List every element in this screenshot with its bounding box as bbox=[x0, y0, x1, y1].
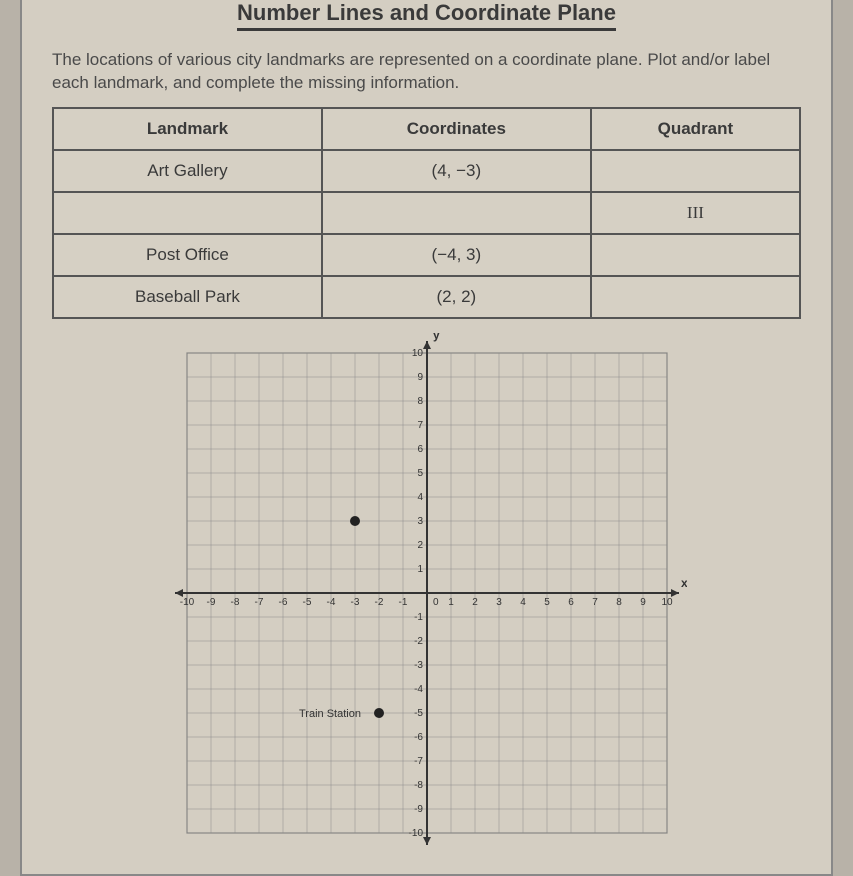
graph-container: -10-9-8-7-6-5-4-3-2-112345678910-10-9-8-… bbox=[52, 333, 801, 853]
cell-coordinates: (−4, 3) bbox=[322, 234, 591, 276]
table-row: III bbox=[53, 192, 800, 234]
svg-text:7: 7 bbox=[592, 597, 598, 608]
cell-quadrant[interactable] bbox=[591, 276, 800, 318]
cell-coordinates: (4, −3) bbox=[322, 150, 591, 192]
svg-text:4: 4 bbox=[417, 492, 423, 503]
svg-text:9: 9 bbox=[640, 597, 646, 608]
col-header-landmark: Landmark bbox=[53, 108, 322, 150]
svg-text:4: 4 bbox=[520, 597, 526, 608]
cell-coordinates: (2, 2) bbox=[322, 276, 591, 318]
svg-text:-10: -10 bbox=[179, 597, 194, 608]
table-header-row: Landmark Coordinates Quadrant bbox=[53, 108, 800, 150]
cell-quadrant[interactable] bbox=[591, 234, 800, 276]
svg-text:0: 0 bbox=[433, 597, 439, 608]
table-row: Post Office (−4, 3) bbox=[53, 234, 800, 276]
svg-text:3: 3 bbox=[496, 597, 502, 608]
svg-text:-5: -5 bbox=[414, 708, 423, 719]
cell-coordinates[interactable] bbox=[322, 192, 591, 234]
cell-landmark: Baseball Park bbox=[53, 276, 322, 318]
svg-text:-3: -3 bbox=[414, 660, 423, 671]
svg-text:-1: -1 bbox=[398, 597, 407, 608]
cell-landmark: Post Office bbox=[53, 234, 322, 276]
svg-text:-5: -5 bbox=[302, 597, 311, 608]
svg-text:-4: -4 bbox=[414, 684, 423, 695]
svg-text:5: 5 bbox=[544, 597, 550, 608]
svg-text:5: 5 bbox=[417, 468, 423, 479]
svg-text:7: 7 bbox=[417, 420, 423, 431]
svg-text:10: 10 bbox=[661, 597, 673, 608]
svg-text:y: y bbox=[433, 333, 440, 342]
worksheet-page: Number Lines and Coordinate Plane The lo… bbox=[20, 0, 833, 876]
svg-text:-8: -8 bbox=[414, 780, 423, 791]
landmarks-table: Landmark Coordinates Quadrant Art Galler… bbox=[52, 107, 801, 319]
svg-text:-4: -4 bbox=[326, 597, 335, 608]
svg-text:-9: -9 bbox=[206, 597, 215, 608]
coordinate-plane: -10-9-8-7-6-5-4-3-2-112345678910-10-9-8-… bbox=[167, 333, 687, 853]
svg-text:-6: -6 bbox=[278, 597, 287, 608]
cell-landmark[interactable] bbox=[53, 192, 322, 234]
table-row: Baseball Park (2, 2) bbox=[53, 276, 800, 318]
svg-text:1: 1 bbox=[448, 597, 454, 608]
svg-text:3: 3 bbox=[417, 516, 423, 527]
svg-text:1: 1 bbox=[417, 564, 423, 575]
cell-quadrant[interactable] bbox=[591, 150, 800, 192]
svg-text:-6: -6 bbox=[414, 732, 423, 743]
svg-text:-1: -1 bbox=[414, 612, 423, 623]
svg-text:-8: -8 bbox=[230, 597, 239, 608]
svg-text:6: 6 bbox=[417, 444, 423, 455]
svg-text:Train Station: Train Station bbox=[299, 708, 361, 720]
svg-text:-7: -7 bbox=[414, 756, 423, 767]
title-area: Number Lines and Coordinate Plane bbox=[52, 0, 801, 31]
svg-text:9: 9 bbox=[417, 372, 423, 383]
svg-text:8: 8 bbox=[616, 597, 622, 608]
instructions-text: The locations of various city landmarks … bbox=[52, 49, 801, 95]
svg-text:10: 10 bbox=[411, 348, 423, 359]
svg-text:2: 2 bbox=[472, 597, 478, 608]
svg-text:-2: -2 bbox=[414, 636, 423, 647]
svg-text:2: 2 bbox=[417, 540, 423, 551]
svg-text:8: 8 bbox=[417, 396, 423, 407]
col-header-quadrant: Quadrant bbox=[591, 108, 800, 150]
cell-landmark: Art Gallery bbox=[53, 150, 322, 192]
svg-text:-7: -7 bbox=[254, 597, 263, 608]
page-title: Number Lines and Coordinate Plane bbox=[237, 0, 616, 31]
table-row: Art Gallery (4, −3) bbox=[53, 150, 800, 192]
svg-text:-10: -10 bbox=[408, 828, 423, 839]
svg-text:-9: -9 bbox=[414, 804, 423, 815]
cell-quadrant: III bbox=[591, 192, 800, 234]
svg-text:-2: -2 bbox=[374, 597, 383, 608]
quadrant-symbol: III bbox=[687, 203, 704, 222]
svg-text:x: x bbox=[681, 576, 687, 590]
table-body: Art Gallery (4, −3) III Post Office (−4,… bbox=[53, 150, 800, 318]
svg-text:6: 6 bbox=[568, 597, 574, 608]
col-header-coordinates: Coordinates bbox=[322, 108, 591, 150]
svg-text:-3: -3 bbox=[350, 597, 359, 608]
